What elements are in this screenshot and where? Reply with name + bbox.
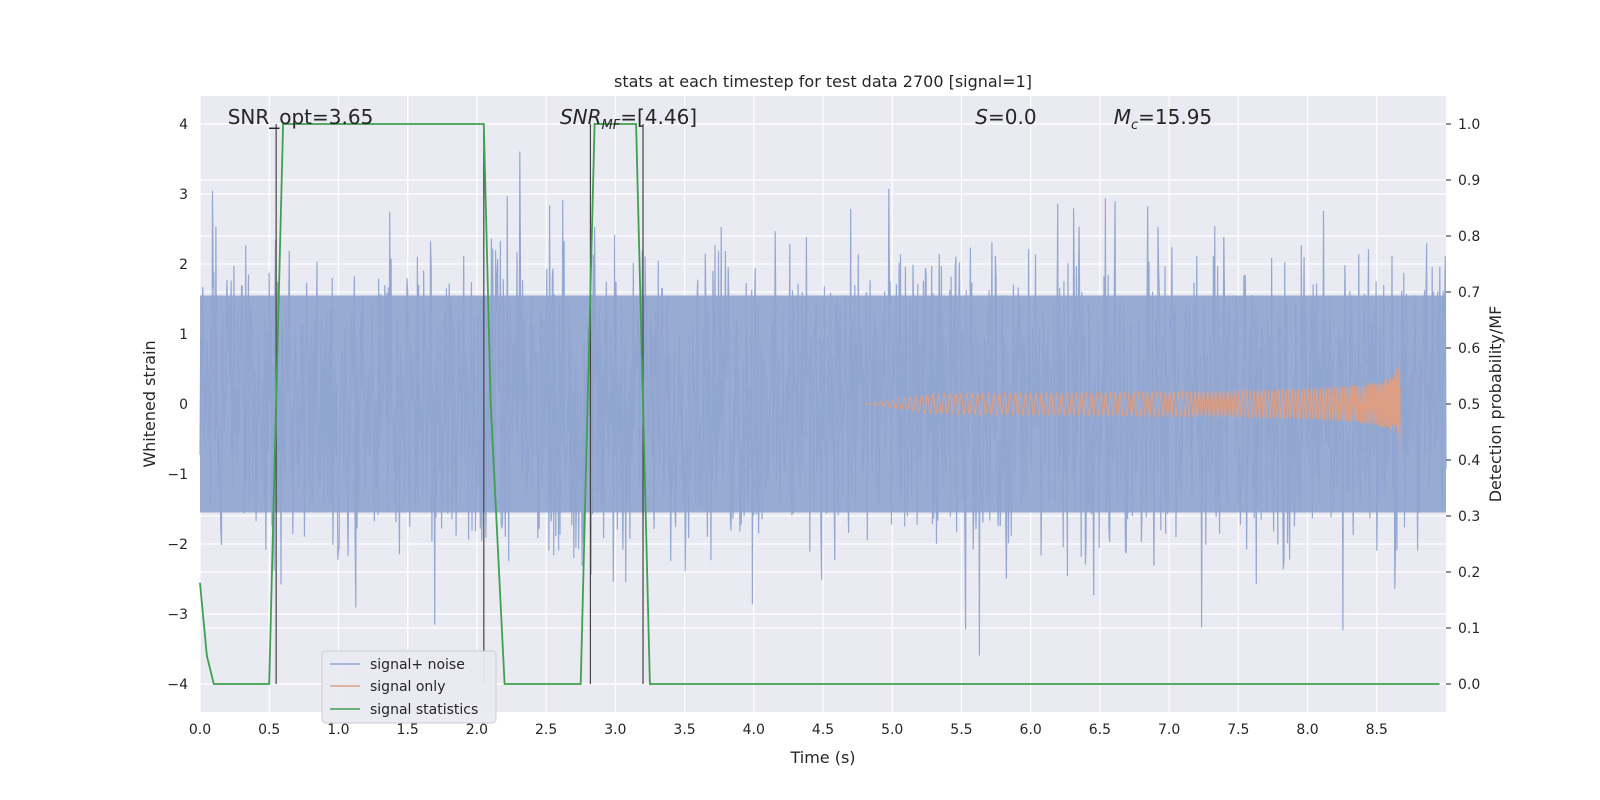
signal-only-line [864, 362, 1401, 455]
y-right-tick-label: 0.2 [1458, 565, 1480, 581]
annotation: Mc=15.95 [1114, 105, 1212, 133]
y-left-tick-label: 1 [179, 327, 188, 343]
signal-statistics-point [489, 403, 492, 405]
y-right-tick-label: 1.0 [1458, 117, 1480, 133]
signal-statistics-point [649, 683, 651, 685]
x-tick-label: 5.5 [950, 722, 972, 738]
x-axis-ticks: 0.0 0.5 1.0 1.5 2.0 2.5 3.0 3.5 4.0 4.5 5.0 5.5 6.0 6… [189, 722, 1388, 738]
y-left-tick-label: 2 [179, 257, 188, 273]
y-right-tick-label: 0.1 [1458, 621, 1480, 637]
legend-box [321, 650, 497, 724]
x-tick-label: 6.0 [1020, 722, 1042, 738]
y-right-tick-label: 0.7 [1458, 285, 1480, 301]
x-tick-label: 0.0 [189, 722, 211, 738]
x-tick-label: 1.0 [327, 722, 349, 738]
y-left-tick-label: −3 [167, 607, 188, 623]
y-right-tick-label: 0.4 [1458, 453, 1480, 469]
y-right-tick-label: 0.5 [1458, 397, 1480, 413]
annotations: SNR_opt=3.65 SNRMF=[4.46] S=0.0 Mc=15.95 [228, 105, 1212, 133]
y-left-tick-label: 3 [179, 187, 188, 203]
x-tick-label: 2.5 [535, 722, 557, 738]
signal-statistics-point [275, 403, 277, 405]
x-axis-label: Time (s) [789, 748, 855, 767]
signal-statistics-point [282, 123, 284, 125]
annotation-symbol: S [975, 105, 988, 129]
y-left-tick-label: −1 [167, 467, 188, 483]
annotation-value: =15.95 [1138, 105, 1212, 129]
x-tick-label: 6.5 [1089, 722, 1111, 738]
signal-statistics-point [289, 123, 291, 125]
x-tick-label: 8.5 [1366, 722, 1388, 738]
signal-statistics-point [642, 403, 644, 405]
y-right-tick-label: 0.6 [1458, 341, 1480, 357]
x-tick-label: 4.0 [743, 722, 765, 738]
x-tick-label: 2.0 [466, 722, 488, 738]
y-right-tick-label: 0.3 [1458, 509, 1480, 525]
signal-statistics-series [199, 123, 1440, 685]
x-tick-label: 7.0 [1158, 722, 1180, 738]
signal-only-series [864, 362, 1401, 455]
signal-statistics-point [635, 123, 637, 125]
annotation-value: =0.0 [988, 105, 1037, 129]
y-left-tick-label: 0 [179, 397, 188, 413]
signal-statistics-point [503, 683, 506, 685]
annotation: SNRMF=[4.46] [560, 105, 697, 133]
legend-label-signal-statistics: signal statistics [370, 702, 478, 718]
y-right-tick-label: 0.9 [1458, 173, 1480, 189]
legend: signal+ noise signal only signal statist… [321, 650, 497, 724]
signal-statistics-point [199, 582, 201, 584]
x-tick-label: 8.0 [1296, 722, 1318, 738]
signal-statistics-point [579, 683, 582, 685]
y-left-axis-label: Whitened strain [140, 340, 159, 467]
x-tick-label: 7.5 [1227, 722, 1249, 738]
signal-statistics-point [586, 403, 589, 405]
signal-statistics-point [213, 683, 215, 685]
annotation-subscript: MF [602, 118, 621, 133]
annotation-symbol: M [1114, 105, 1131, 129]
signal-statistics-point [656, 683, 658, 685]
y-right-axis-ticks: 1.0 0.9 0.8 0.7 0.6 0.5 0.4 0.3 0.2 0.1 0.0 [1446, 117, 1480, 693]
x-tick-label: 3.0 [604, 722, 626, 738]
signal-statistics-point [219, 683, 222, 685]
y-left-tick-label: −4 [167, 677, 188, 693]
annotation-value: =[4.46] [620, 105, 697, 129]
y-right-tick-label: 0.0 [1458, 677, 1480, 693]
x-tick-label: 1.5 [397, 722, 419, 738]
chart-title: stats at each timestep for test data 270… [614, 72, 1032, 91]
x-tick-label: 5.0 [881, 722, 903, 738]
annotation-symbol: SNR [560, 105, 602, 129]
y-right-tick-label: 0.8 [1458, 229, 1480, 245]
annotation: S=0.0 [975, 105, 1036, 129]
legend-label-signal-only: signal only [370, 679, 445, 695]
y-right-axis-label: Detection probability/MF [1486, 306, 1505, 503]
legend-label-signal-noise: signal+ noise [370, 657, 465, 673]
signal-statistics-point [593, 123, 596, 125]
annotation-subscript: c [1131, 118, 1138, 133]
signal-statistics-point [206, 655, 208, 657]
y-left-tick-label: 4 [179, 117, 188, 133]
y-left-axis-ticks: 4 3 2 1 0 −1 −2 −3 −4 [167, 117, 188, 693]
x-tick-label: 0.5 [258, 722, 280, 738]
y-left-tick-label: −2 [167, 537, 188, 553]
x-tick-label: 3.5 [673, 722, 695, 738]
annotation: SNR_opt=3.65 [228, 105, 374, 129]
x-tick-label: 4.5 [812, 722, 834, 738]
signal-statistics-point [268, 683, 271, 685]
signal-statistics-point [1438, 683, 1440, 685]
signal-statistics-point [483, 123, 485, 125]
